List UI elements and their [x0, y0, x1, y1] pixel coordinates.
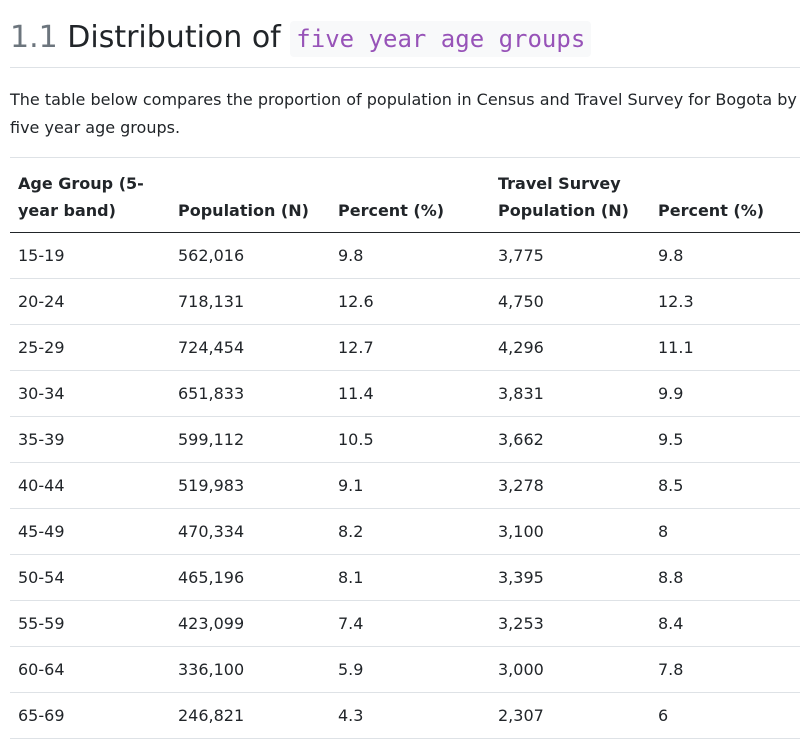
cell-age-group: 45-49: [10, 508, 170, 555]
section-title-text: Distribution of: [67, 20, 281, 55]
cell-population: 423,099: [170, 600, 330, 647]
table-header-row: Age Group (5-year band) Population (N) P…: [10, 157, 800, 233]
cell-travel-survey-population: 3,831: [490, 370, 650, 417]
cell-percent: 8.2: [330, 508, 490, 555]
cell-population: 336,100: [170, 646, 330, 693]
cell-population: 599,112: [170, 416, 330, 463]
cell-age-group: 15-19: [10, 232, 170, 279]
table-body: 15-19 562,016 9.8 3,775 9.8 20-24 718,131 12.6 4…: [10, 232, 800, 739]
cell-age-group: 25-29: [10, 324, 170, 371]
header-travel-survey-population: Travel Survey Population (N): [490, 157, 650, 233]
cell-population: 651,833: [170, 370, 330, 417]
cell-age-group: 35-39: [10, 416, 170, 463]
table-row: 65-69 246,821 4.3 2,307 6: [10, 692, 800, 739]
table-row: 50-54 465,196 8.1 3,395 8.8: [10, 554, 800, 601]
cell-travel-survey-population: 3,395: [490, 554, 650, 601]
cell-percent: 9.1: [330, 462, 490, 509]
table-row: 40-44 519,983 9.1 3,278 8.5: [10, 462, 800, 509]
cell-travel-survey-population: 3,000: [490, 646, 650, 693]
cell-percent: 10.5: [330, 416, 490, 463]
cell-percent: 8.1: [330, 554, 490, 601]
section-title-code: five year age groups: [290, 21, 592, 57]
cell-percent: 7.4: [330, 600, 490, 647]
table-row: 30-34 651,833 11.4 3,831 9.9: [10, 370, 800, 417]
table-row: 15-19 562,016 9.8 3,775 9.8: [10, 232, 800, 279]
cell-travel-survey-population: 3,278: [490, 462, 650, 509]
cell-population: 724,454: [170, 324, 330, 371]
cell-travel-survey-percent: 8.5: [650, 462, 800, 509]
cell-travel-survey-percent: 6: [650, 692, 800, 739]
cell-age-group: 65-69: [10, 692, 170, 739]
table-row: 60-64 336,100 5.9 3,000 7.8: [10, 646, 800, 693]
header-population: Population (N): [170, 157, 330, 233]
cell-travel-survey-percent: 9.8: [650, 232, 800, 279]
section-heading: 1.1 Distribution of five year age groups: [10, 0, 800, 68]
table-row: 55-59 423,099 7.4 3,253 8.4: [10, 600, 800, 647]
cell-percent: 12.6: [330, 278, 490, 325]
cell-percent: 9.8: [330, 232, 490, 279]
cell-population: 519,983: [170, 462, 330, 509]
cell-age-group: 50-54: [10, 554, 170, 601]
cell-travel-survey-population: 2,307: [490, 692, 650, 739]
table-row: 20-24 718,131 12.6 4,750 12.3: [10, 278, 800, 325]
cell-travel-survey-population: 3,662: [490, 416, 650, 463]
cell-age-group: 40-44: [10, 462, 170, 509]
cell-age-group: 20-24: [10, 278, 170, 325]
cell-population: 465,196: [170, 554, 330, 601]
cell-travel-survey-percent: 7.8: [650, 646, 800, 693]
cell-travel-survey-percent: 8.4: [650, 600, 800, 647]
cell-travel-survey-population: 3,253: [490, 600, 650, 647]
cell-population: 562,016: [170, 232, 330, 279]
cell-travel-survey-population: 4,750: [490, 278, 650, 325]
cell-age-group: 60-64: [10, 646, 170, 693]
document-page: 1.1 Distribution of five year age groups…: [10, 0, 800, 739]
cell-population: 470,334: [170, 508, 330, 555]
header-percent: Percent (%): [330, 157, 490, 233]
cell-travel-survey-percent: 12.3: [650, 278, 800, 325]
cell-percent: 5.9: [330, 646, 490, 693]
cell-age-group: 30-34: [10, 370, 170, 417]
cell-travel-survey-population: 3,775: [490, 232, 650, 279]
cell-travel-survey-population: 3,100: [490, 508, 650, 555]
table-row: 45-49 470,334 8.2 3,100 8: [10, 508, 800, 555]
cell-percent: 12.7: [330, 324, 490, 371]
cell-travel-survey-percent: 11.1: [650, 324, 800, 371]
header-age-group: Age Group (5-year band): [10, 157, 170, 233]
age-distribution-table: Age Group (5-year band) Population (N) P…: [10, 157, 800, 739]
intro-paragraph: The table below compares the proportion …: [10, 90, 797, 137]
cell-travel-survey-percent: 9.5: [650, 416, 800, 463]
cell-travel-survey-percent: 9.9: [650, 370, 800, 417]
cell-population: 718,131: [170, 278, 330, 325]
table-row: 35-39 599,112 10.5 3,662 9.5: [10, 416, 800, 463]
cell-percent: 11.4: [330, 370, 490, 417]
section-number: 1.1: [10, 20, 58, 55]
cell-age-group: 55-59: [10, 600, 170, 647]
cell-travel-survey-percent: 8.8: [650, 554, 800, 601]
cell-travel-survey-percent: 8: [650, 508, 800, 555]
cell-population: 246,821: [170, 692, 330, 739]
cell-percent: 4.3: [330, 692, 490, 739]
header-travel-survey-percent: Percent (%): [650, 157, 800, 233]
table-row: 25-29 724,454 12.7 4,296 11.1: [10, 324, 800, 371]
cell-travel-survey-population: 4,296: [490, 324, 650, 371]
